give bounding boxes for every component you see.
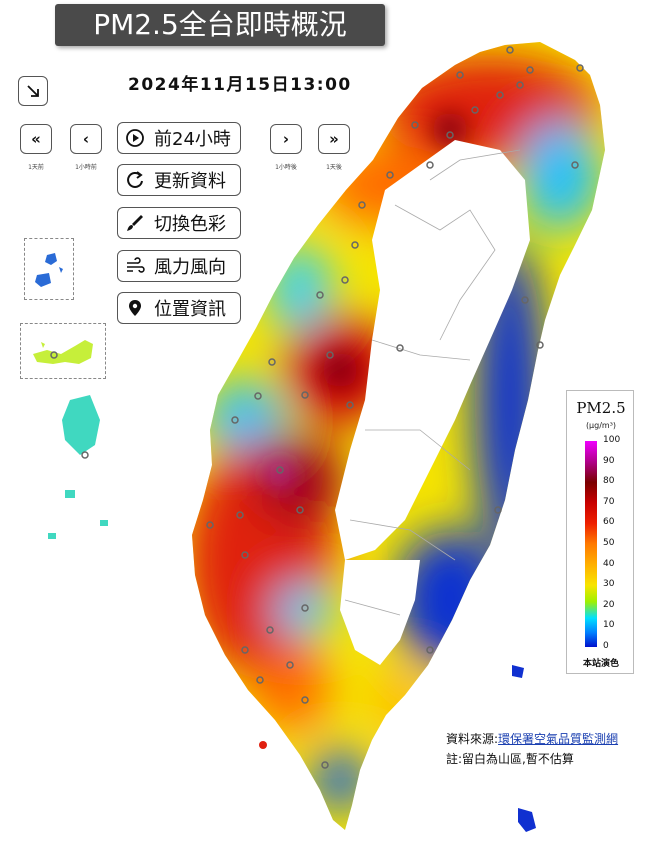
legend-title: PM2.5 [576, 399, 626, 417]
refresh-data-button[interactable]: 更新資料 [117, 164, 241, 196]
data-source-label: 資料來源: [446, 732, 499, 746]
legend-tick-label: 60 [603, 517, 615, 528]
forward-1-day-caption: 1天後 [326, 164, 342, 171]
kinmen-islands-map [33, 340, 93, 364]
legend-tick-label: 100 [603, 435, 621, 445]
legend-footer: 本站演色 [582, 659, 619, 669]
monitoring-stations[interactable] [206, 46, 584, 769]
page-title: PM2.5全台即時概況 [55, 4, 385, 46]
legend-tick-label: 10 [603, 620, 615, 631]
data-source: 資料來源:環保署空氣品質監測網 [446, 730, 618, 747]
location-info-button[interactable]: 位置資訊 [117, 292, 241, 324]
legend-tick-label: 30 [603, 579, 615, 590]
observation-datetime: 2024年11月15日13:00 [128, 75, 352, 95]
location-info-label: 位置資訊 [154, 299, 226, 320]
legend-tick-label: 80 [603, 476, 615, 487]
prev-24-hours-button[interactable]: 前24小時 [117, 122, 241, 154]
refresh-icon [124, 169, 146, 191]
wind-direction-label: 風力風向 [154, 257, 226, 278]
back-1-hour-caption: 1小時前 [75, 164, 97, 171]
wind-icon [124, 255, 146, 277]
refresh-data-label: 更新資料 [154, 171, 226, 192]
legend-tick-label: 40 [603, 558, 615, 569]
back-1-day-button[interactable]: « [20, 124, 52, 154]
forward-1-day-button[interactable]: » [318, 124, 350, 154]
forward-1-hour-button[interactable]: › [270, 124, 302, 154]
pm25-legend: PM2.5 (μg/m³) 100 90 80 70 60 50 40 30 20 10 0 本站演… [566, 390, 634, 674]
location-pin-icon [124, 297, 146, 319]
data-source-link[interactable]: 環保署空氣品質監測網 [498, 732, 619, 746]
paint-brush-icon [124, 212, 146, 234]
map-note: 註:留白為山區,暫不估算 [446, 752, 574, 766]
back-1-hour-button[interactable]: ‹ [70, 124, 102, 154]
legend-unit: (μg/m³) [585, 421, 617, 430]
matsu-inset[interactable] [24, 238, 74, 300]
offshore-islands [48, 395, 536, 832]
collapse-arrow-icon [27, 85, 39, 97]
legend-tick-label: 0 [603, 641, 609, 651]
matsu-islands-map [35, 253, 63, 287]
legend-color-bar [585, 441, 597, 647]
prev-24-hours-label: 前24小時 [154, 129, 231, 150]
play-circle-icon [124, 127, 146, 149]
collapse-button[interactable] [18, 76, 48, 106]
legend-tick-label: 70 [603, 496, 615, 507]
forward-1-hour-caption: 1小時後 [275, 164, 297, 171]
kinmen-inset[interactable] [20, 323, 106, 379]
back-1-day-caption: 1天前 [28, 164, 44, 171]
wind-direction-button[interactable]: 風力風向 [117, 250, 241, 282]
legend-tick-label: 20 [603, 599, 615, 610]
switch-color-button[interactable]: 切換色彩 [117, 207, 241, 239]
pm25-heat-layer [192, 42, 605, 830]
legend-tick-label: 50 [603, 538, 615, 548]
switch-color-label: 切換色彩 [154, 214, 226, 235]
legend-tick-label: 90 [603, 455, 615, 466]
